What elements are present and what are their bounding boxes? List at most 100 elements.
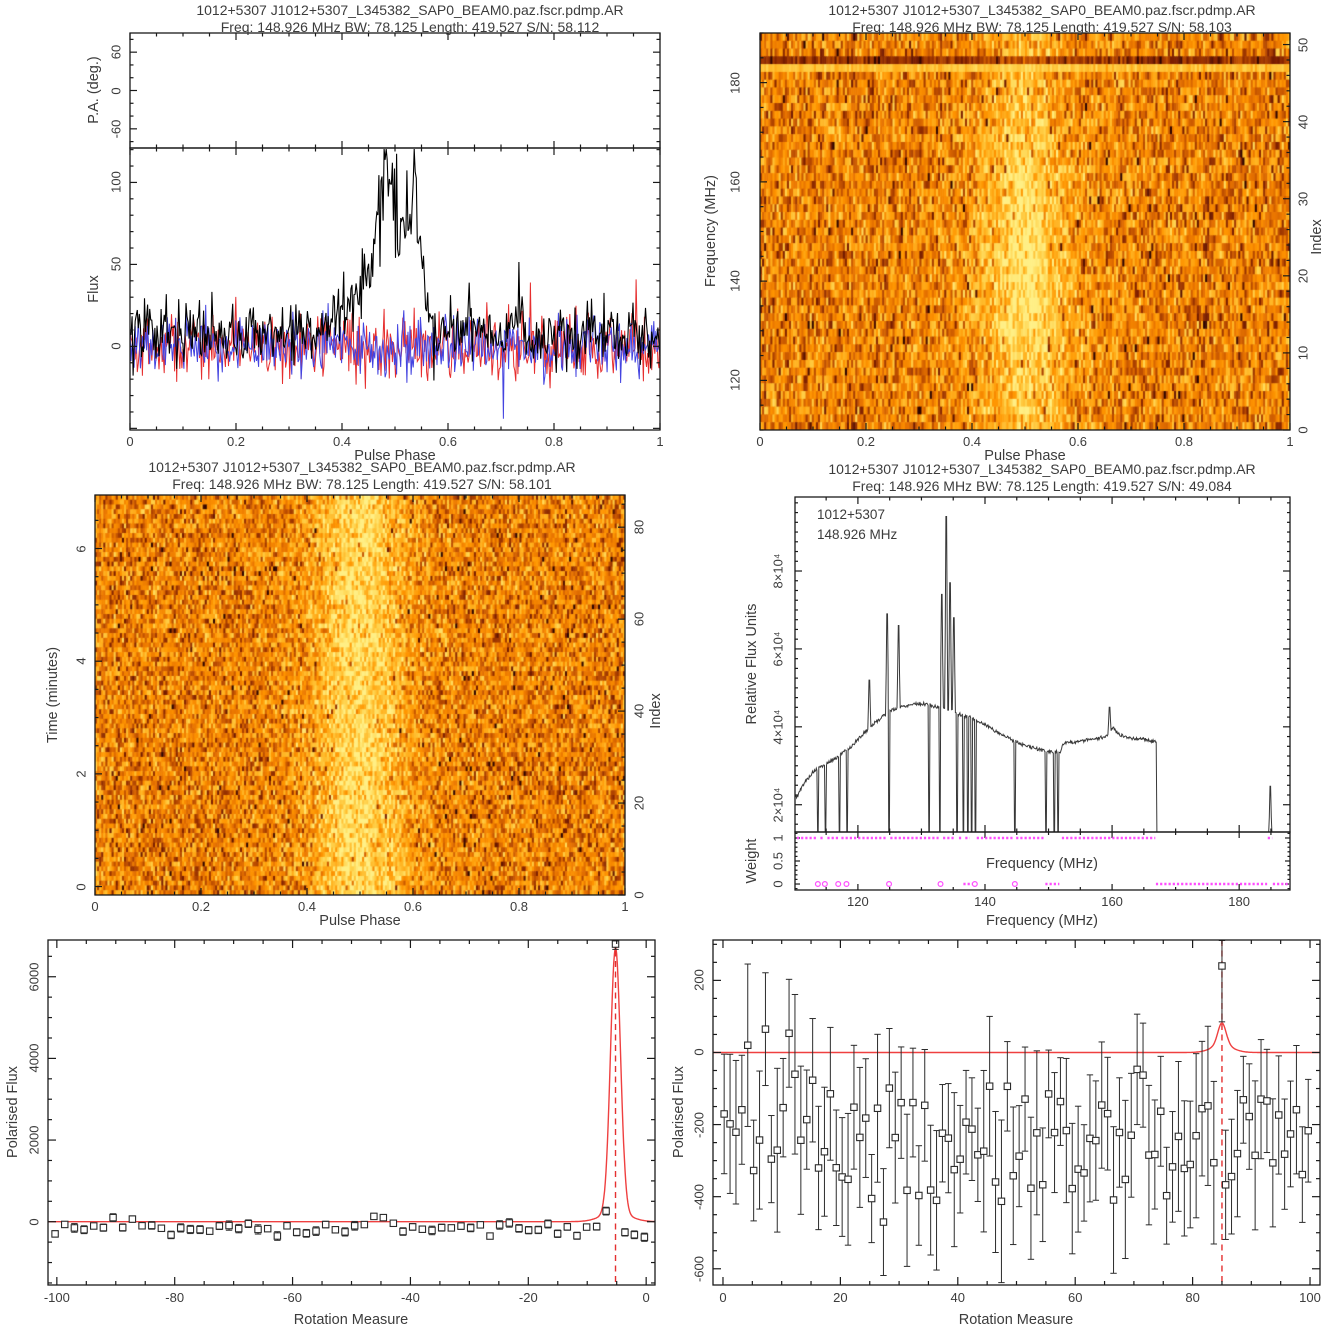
source-freq-annotation: 148.926 MHz (817, 527, 898, 542)
tick-label: 0.2 (191, 899, 211, 914)
tick-label: 1 (621, 899, 629, 914)
tick-label: 140 (974, 894, 996, 909)
tick-label: 0 (91, 899, 99, 914)
tick-label: 10 (1295, 345, 1311, 361)
tick-label: -400 (691, 1183, 707, 1210)
tick-label: 6×10⁴ (770, 631, 786, 667)
tick-label: -60 (283, 1290, 302, 1305)
tick-label: 0 (126, 434, 134, 449)
tick-label: 0 (642, 1290, 650, 1305)
tick-label: 6000 (26, 962, 42, 992)
tick-label: -20 (518, 1290, 538, 1305)
tick-label: 0.2 (856, 434, 876, 449)
time-phase-title-line2: Freq: 148.926 MHz BW: 78.125 Length: 419… (172, 476, 552, 492)
tick-label: 160 (1101, 894, 1123, 909)
tick-label: 0 (770, 880, 786, 888)
profile-xaxis-label: Pulse Phase (354, 448, 436, 464)
tick-label: 0 (756, 434, 764, 449)
pa-axis-label: P.A. (deg.) (86, 56, 102, 124)
source-name-annotation: 1012+5307 (817, 507, 885, 522)
weight-axis-label: Weight (744, 838, 760, 884)
flux-axis-label: Flux (86, 275, 102, 303)
tick-label: 0.6 (403, 899, 423, 914)
tick-label: 1 (1286, 434, 1294, 449)
tick-label: 4×10⁴ (770, 709, 786, 745)
tick-label: 0 (73, 882, 89, 891)
tick-label: 0.8 (509, 899, 529, 914)
tick-label: 0 (719, 1290, 727, 1305)
tick-label: 0 (631, 891, 647, 899)
tick-label: 8×10⁴ (770, 553, 786, 589)
spectrum-title-line1: 1012+5307 J1012+5307_L345382_SAP0_BEAM0.… (828, 461, 1256, 477)
polarised-flux-right-axis-label: Polarised Flux (671, 1066, 687, 1158)
tick-label: 0 (691, 1048, 707, 1057)
tick-label: 0 (108, 86, 124, 95)
tick-label: 80 (631, 519, 647, 535)
tick-label: -200 (691, 1111, 707, 1138)
tick-label: 0.4 (332, 434, 352, 449)
tick-label: 1 (656, 434, 664, 449)
tick-label: 60 (1067, 1290, 1083, 1305)
tick-label: 40 (1295, 114, 1311, 129)
tick-label: 60 (108, 44, 124, 60)
tick-label: 40 (631, 703, 647, 719)
tick-label: 0.6 (1068, 434, 1088, 449)
tick-label: 100 (1299, 1290, 1321, 1305)
time-phase-title-line1: 1012+5307 J1012+5307_L345382_SAP0_BEAM0.… (148, 459, 576, 475)
tick-label: 4 (73, 657, 89, 665)
tick-label: 120 (727, 369, 743, 392)
tick-label: 0.8 (544, 434, 564, 449)
profile-title-line2: Freq: 148.926 MHz BW: 78.125 Length: 419… (220, 19, 600, 35)
tick-label: 0.4 (962, 434, 982, 449)
tick-label: 30 (1295, 191, 1311, 206)
tick-label: -40 (401, 1290, 420, 1305)
freq-phase-xaxis-label: Pulse Phase (984, 448, 1066, 464)
freq-phase-title-line1: 1012+5307 J1012+5307_L345382_SAP0_BEAM0.… (828, 2, 1256, 18)
tick-label: 0.2 (226, 434, 246, 449)
tick-label: 60 (631, 611, 647, 627)
tick-label: -600 (691, 1255, 707, 1282)
rotation-measure-left-axis-label: Rotation Measure (293, 1312, 409, 1328)
time-axis-label: Time (minutes) (45, 646, 61, 744)
tick-label: 2×10⁴ (770, 787, 786, 823)
tick-label: 1 (770, 834, 786, 842)
spectrum-title-line2: Freq: 148.926 MHz BW: 78.125 Length: 419… (852, 478, 1232, 494)
tick-label: -80 (165, 1290, 185, 1305)
time-index-axis-label: Index (648, 693, 664, 729)
rotation-measure-right-axis-label: Rotation Measure (958, 1312, 1074, 1328)
tick-label: 2 (73, 770, 89, 778)
tick-label: 0.6 (438, 434, 458, 449)
spectrum-inner-xaxis-label: Frequency (MHz) (986, 856, 1098, 872)
tick-label: 80 (1185, 1290, 1200, 1305)
tick-label: 0 (1295, 426, 1311, 434)
tick-label: -60 (108, 119, 124, 139)
tick-label: 0 (108, 342, 124, 350)
tick-label: 100 (108, 171, 124, 194)
tick-label: 20 (1295, 268, 1311, 284)
tick-label: 2000 (26, 1125, 42, 1155)
time-phase-xaxis-label: Pulse Phase (319, 913, 401, 929)
tick-label: 120 (847, 894, 869, 909)
freq-phase-title-line2: Freq: 148.926 MHz BW: 78.125 Length: 419… (852, 19, 1232, 35)
tick-label: 20 (631, 795, 647, 811)
tick-label: 4000 (26, 1043, 42, 1073)
spectrum-xaxis-label: Frequency (MHz) (986, 913, 1098, 929)
tick-label: 0.4 (297, 899, 317, 914)
frequency-phase-heatmap-canvas (760, 33, 1290, 430)
tick-label: 20 (833, 1290, 848, 1305)
tick-label: 180 (727, 71, 743, 94)
profile-title-line1: 1012+5307 J1012+5307_L345382_SAP0_BEAM0.… (196, 2, 624, 18)
tick-label: 160 (727, 171, 743, 193)
time-phase-heatmap-canvas (95, 495, 625, 895)
polarised-flux-left-axis-label: Polarised Flux (5, 1066, 21, 1158)
tick-label: -100 (43, 1290, 70, 1305)
tick-label: 180 (1228, 894, 1251, 909)
tick-label: 140 (727, 270, 743, 292)
frequency-axis-label: Frequency (MHz) (703, 175, 719, 287)
tick-label: 50 (1295, 37, 1311, 52)
tick-label: 0.5 (770, 851, 786, 871)
tick-label: 50 (108, 257, 124, 272)
tick-label: 40 (950, 1290, 966, 1305)
tick-label: 0.8 (1174, 434, 1194, 449)
